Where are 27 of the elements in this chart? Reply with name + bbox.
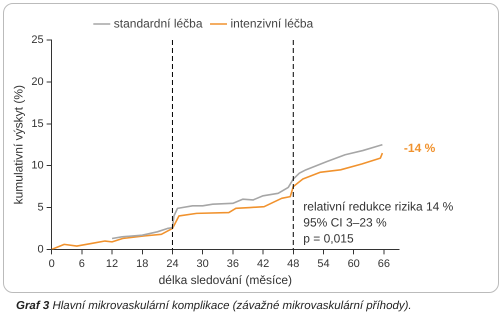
y-axis-title: kumulativní výskyt (%) — [12, 85, 26, 204]
x-axis-title: délka sledování (měsíce) — [158, 273, 292, 288]
y-tick-label: 10 — [31, 160, 44, 172]
annotation: p = 0,015 — [303, 232, 354, 246]
y-tick-label: 15 — [31, 118, 44, 130]
x-tick-label: 36 — [226, 258, 239, 270]
annotation: 95% CI 3–23 % — [303, 216, 387, 230]
annotation: relativní redukce rizika 14 % — [303, 200, 454, 214]
x-tick-label: 6 — [78, 258, 85, 270]
x-tick-label: 54 — [317, 258, 330, 270]
text: Graf 3 Hlavní mikrovaskulární komplikace (závažné mikrovaskulární příhody). — [16, 300, 412, 312]
x-tick-label: 18 — [136, 258, 148, 270]
x-tick-label: 30 — [196, 258, 209, 270]
x-tick-label: 12 — [106, 258, 118, 270]
y-tick-label: 25 — [31, 34, 44, 46]
x-tick-label: 66 — [378, 258, 390, 270]
legend-label: intenzivní léčba — [230, 16, 314, 30]
x-tick-label: 24 — [166, 258, 179, 270]
y-tick-label: 0 — [38, 243, 44, 256]
x-tick-label: 60 — [348, 258, 360, 270]
legend-label: standardní léčba — [114, 16, 203, 30]
x-tick-label: 0 — [48, 258, 55, 270]
annotation: -14 % — [404, 141, 436, 156]
x-tick-label: 48 — [287, 258, 300, 270]
y-tick-label: 20 — [31, 76, 44, 88]
x-tick-label: 42 — [256, 258, 270, 270]
y-tick-label: 5 — [38, 202, 44, 214]
